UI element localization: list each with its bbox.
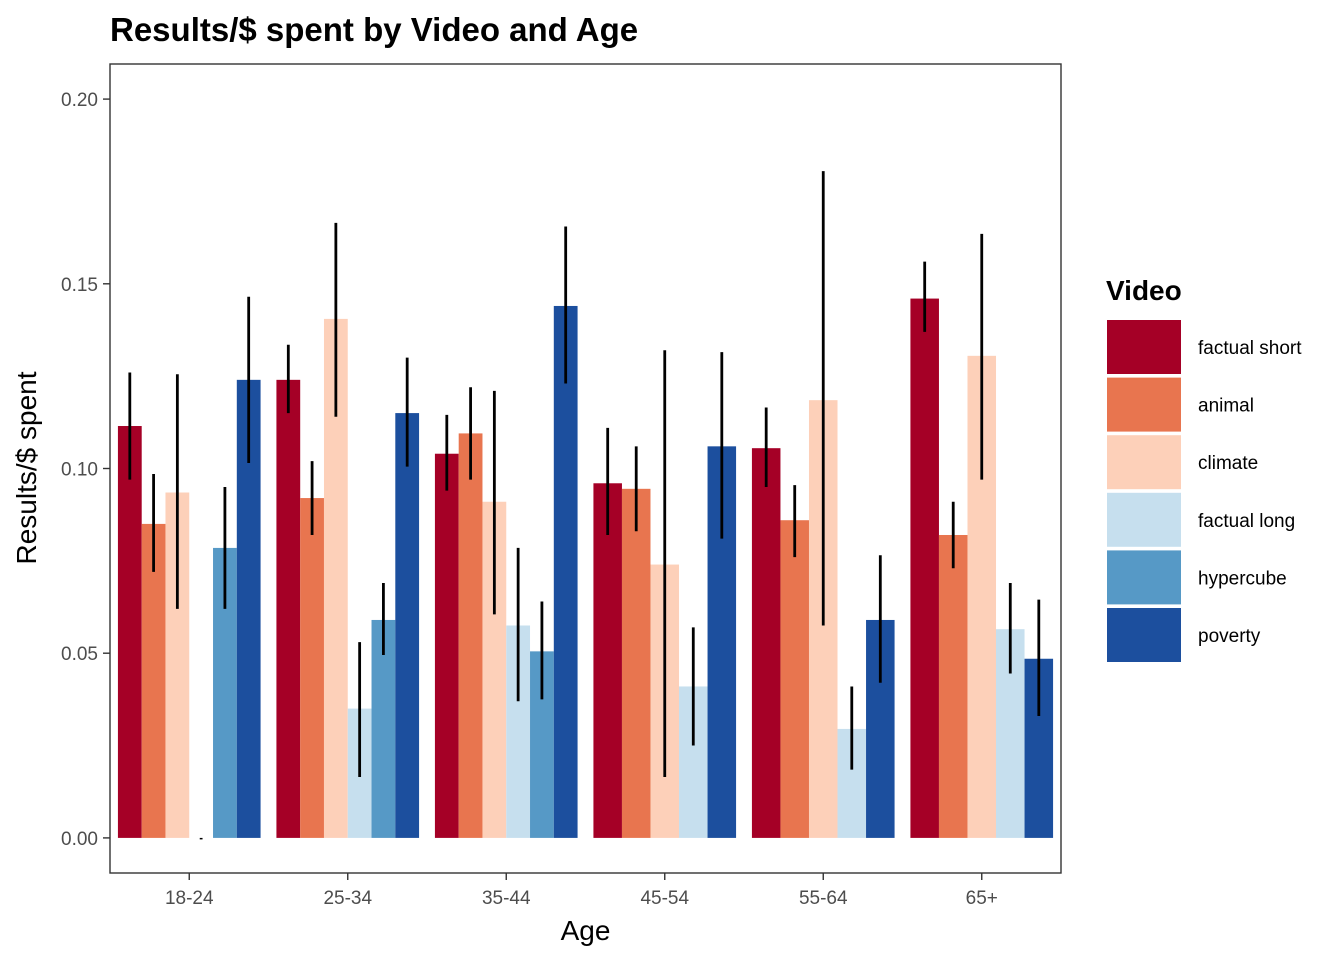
error-bars-layer: [128, 171, 1041, 840]
bar-factual-short-65+: [910, 298, 939, 838]
bar-hypercube-25-34: [371, 619, 396, 838]
y-tick-label: 0.10: [61, 460, 98, 481]
bar-factual-short-18-24: [117, 426, 142, 838]
bars-layer: [117, 298, 1054, 838]
bar-animal-25-34: [300, 498, 324, 838]
y-tick-label: 0.05: [61, 644, 98, 665]
bar-factual-long-35-44: [506, 625, 531, 838]
x-axis: 18-24 25-34 35-44 45-54 55-64 65+: [165, 873, 998, 909]
y-tick-label: 0.00: [61, 829, 98, 850]
y-axis-title: Results/$ spent: [11, 371, 42, 564]
bar-animal-55-64: [780, 520, 809, 838]
legend-label-animal: animal: [1198, 396, 1254, 417]
bar-factual-short-45-54: [593, 483, 622, 838]
x-tick-label: 35-44: [482, 888, 531, 909]
legend-key-climate: [1107, 435, 1181, 490]
bar-poverty-18-24: [236, 379, 261, 838]
bar-animal-35-44: [458, 433, 483, 838]
legend-label-factual-short: factual short: [1198, 338, 1302, 359]
legend-label-factual-long: factual long: [1198, 511, 1295, 532]
legend-label-hypercube: hypercube: [1198, 568, 1287, 589]
legend-key-animal: [1107, 377, 1181, 432]
bar-poverty-25-34: [395, 413, 420, 838]
bar-factual-short-55-64: [751, 448, 781, 838]
x-tick-label: 18-24: [165, 888, 214, 909]
legend-title: Video: [1106, 275, 1182, 306]
bar-factual-short-25-34: [276, 379, 301, 838]
x-tick-label: 65+: [966, 888, 998, 909]
bar-animal-45-54: [621, 488, 651, 838]
y-axis: 0.00 0.05 0.10 0.15 0.20: [61, 90, 110, 850]
bar-animal-65+: [938, 534, 968, 838]
legend-key-factual-short: [1107, 320, 1181, 374]
legend: factual short animal climate factual long hy…: [1107, 320, 1302, 662]
bar-hypercube-18-24: [213, 547, 237, 838]
legend-key-factual-long: [1107, 492, 1181, 547]
x-tick-label: 55-64: [799, 888, 848, 909]
y-tick-label: 0.20: [61, 90, 98, 111]
y-tick-label: 0.15: [61, 275, 98, 296]
bar-hypercube-35-44: [530, 651, 554, 838]
bar-climate-18-24: [165, 492, 190, 838]
bar-climate-25-34: [323, 318, 348, 838]
legend-key-hypercube: [1107, 550, 1181, 605]
legend-label-climate: climate: [1198, 453, 1258, 474]
legend-key-poverty: [1107, 608, 1181, 662]
x-tick-label: 45-54: [640, 888, 689, 909]
bar-factual-short-35-44: [434, 453, 459, 838]
bar-climate-35-44: [482, 501, 507, 838]
bar-animal-18-24: [141, 523, 166, 838]
chart-title: Results/$ spent by Video and Age: [110, 11, 638, 48]
x-axis-title: Age: [561, 915, 611, 946]
bar-poverty-35-44: [553, 305, 578, 838]
x-tick-label: 25-34: [323, 888, 372, 909]
plot-panel: [109, 63, 1062, 874]
legend-label-poverty: poverty: [1198, 626, 1261, 647]
